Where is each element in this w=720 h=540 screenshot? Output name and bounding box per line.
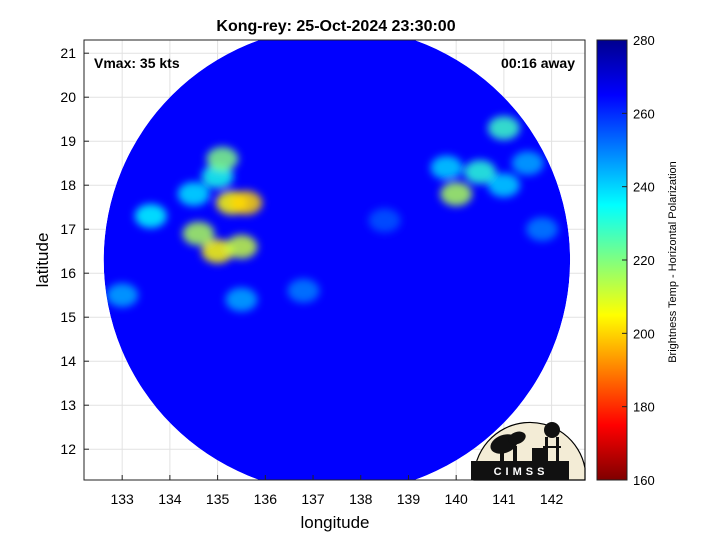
brightness-temp-cell xyxy=(487,173,520,198)
y-tick-label: 20 xyxy=(60,89,76,105)
y-tick-label: 18 xyxy=(60,177,76,193)
y-tick-label: 21 xyxy=(60,45,76,61)
brightness-temp-cell xyxy=(177,182,210,206)
y-tick-label: 13 xyxy=(60,397,76,413)
vmax-label: Vmax: 35 kts xyxy=(94,55,180,71)
brightness-temp-cell xyxy=(440,182,473,206)
x-tick-label: 136 xyxy=(254,491,278,507)
x-tick-label: 139 xyxy=(397,491,421,507)
colorbar-tick-label: 280 xyxy=(633,33,655,48)
colorbar-ticks: 160 180 200 220 240 260 280 xyxy=(622,33,655,488)
colorbar-tick-label: 160 xyxy=(633,473,655,488)
y-tick-label: 16 xyxy=(60,265,76,281)
time-away-label: 00:16 away xyxy=(501,55,575,71)
brightness-temp-cell xyxy=(206,146,239,171)
brightness-temp-cell xyxy=(287,278,320,303)
colorbar-tick-label: 240 xyxy=(633,180,655,195)
y-tick-label: 17 xyxy=(60,221,76,237)
x-tick-label: 135 xyxy=(206,491,230,507)
colorbar-tick-label: 180 xyxy=(633,400,655,415)
y-axis-ticks: 12 13 14 15 16 17 18 19 20 21 xyxy=(60,45,89,457)
x-tick-label: 134 xyxy=(158,491,182,507)
colorbar-tick-label: 200 xyxy=(633,326,655,341)
colorbar-tick-label: 260 xyxy=(633,106,655,121)
x-tick-label: 133 xyxy=(110,491,134,507)
microwave-swath xyxy=(103,40,571,480)
logo-text: CIMSS xyxy=(494,466,549,478)
plot-frame xyxy=(83,39,586,481)
cimss-logo: CIMSS xyxy=(471,421,586,481)
y-tick-label: 15 xyxy=(60,309,76,325)
brightness-temp-cell xyxy=(487,116,520,140)
y-tick-label: 19 xyxy=(60,133,76,149)
brightness-temp-cell xyxy=(526,217,559,242)
x-axis-ticks: 133 134 135 136 137 138 139 140 141 142 xyxy=(110,475,563,507)
brightness-temp-cell xyxy=(368,208,401,233)
brightness-temp-cell xyxy=(464,160,497,184)
colorbar-tick-label: 220 xyxy=(633,253,655,268)
y-tick-label: 12 xyxy=(60,441,76,457)
y-axis-label: latitude xyxy=(33,233,52,288)
brightness-temp-cell xyxy=(225,287,258,312)
brightness-temp-cell xyxy=(511,151,544,176)
x-tick-label: 137 xyxy=(301,491,325,507)
brightness-temp-cell xyxy=(106,283,139,308)
x-tick-label: 141 xyxy=(492,491,516,507)
x-tick-label: 140 xyxy=(444,491,468,507)
y-tick-label: 14 xyxy=(60,353,76,369)
swath-background xyxy=(103,40,571,480)
x-axis-label: longitude xyxy=(300,513,369,532)
colorbar-label: Brightness Temp - Horizontal Polarizatio… xyxy=(667,161,679,363)
brightness-temp-cell xyxy=(134,204,167,228)
x-tick-label: 142 xyxy=(540,491,564,507)
brightness-temp-cell xyxy=(430,155,463,180)
brightness-temp-cell xyxy=(225,234,258,259)
brightness-temp-cell xyxy=(230,190,263,215)
x-tick-label: 138 xyxy=(349,491,373,507)
brightness-temp-cell xyxy=(182,221,215,246)
chart-title: Kong-rey: 25-Oct-2024 23:30:00 xyxy=(216,18,455,35)
